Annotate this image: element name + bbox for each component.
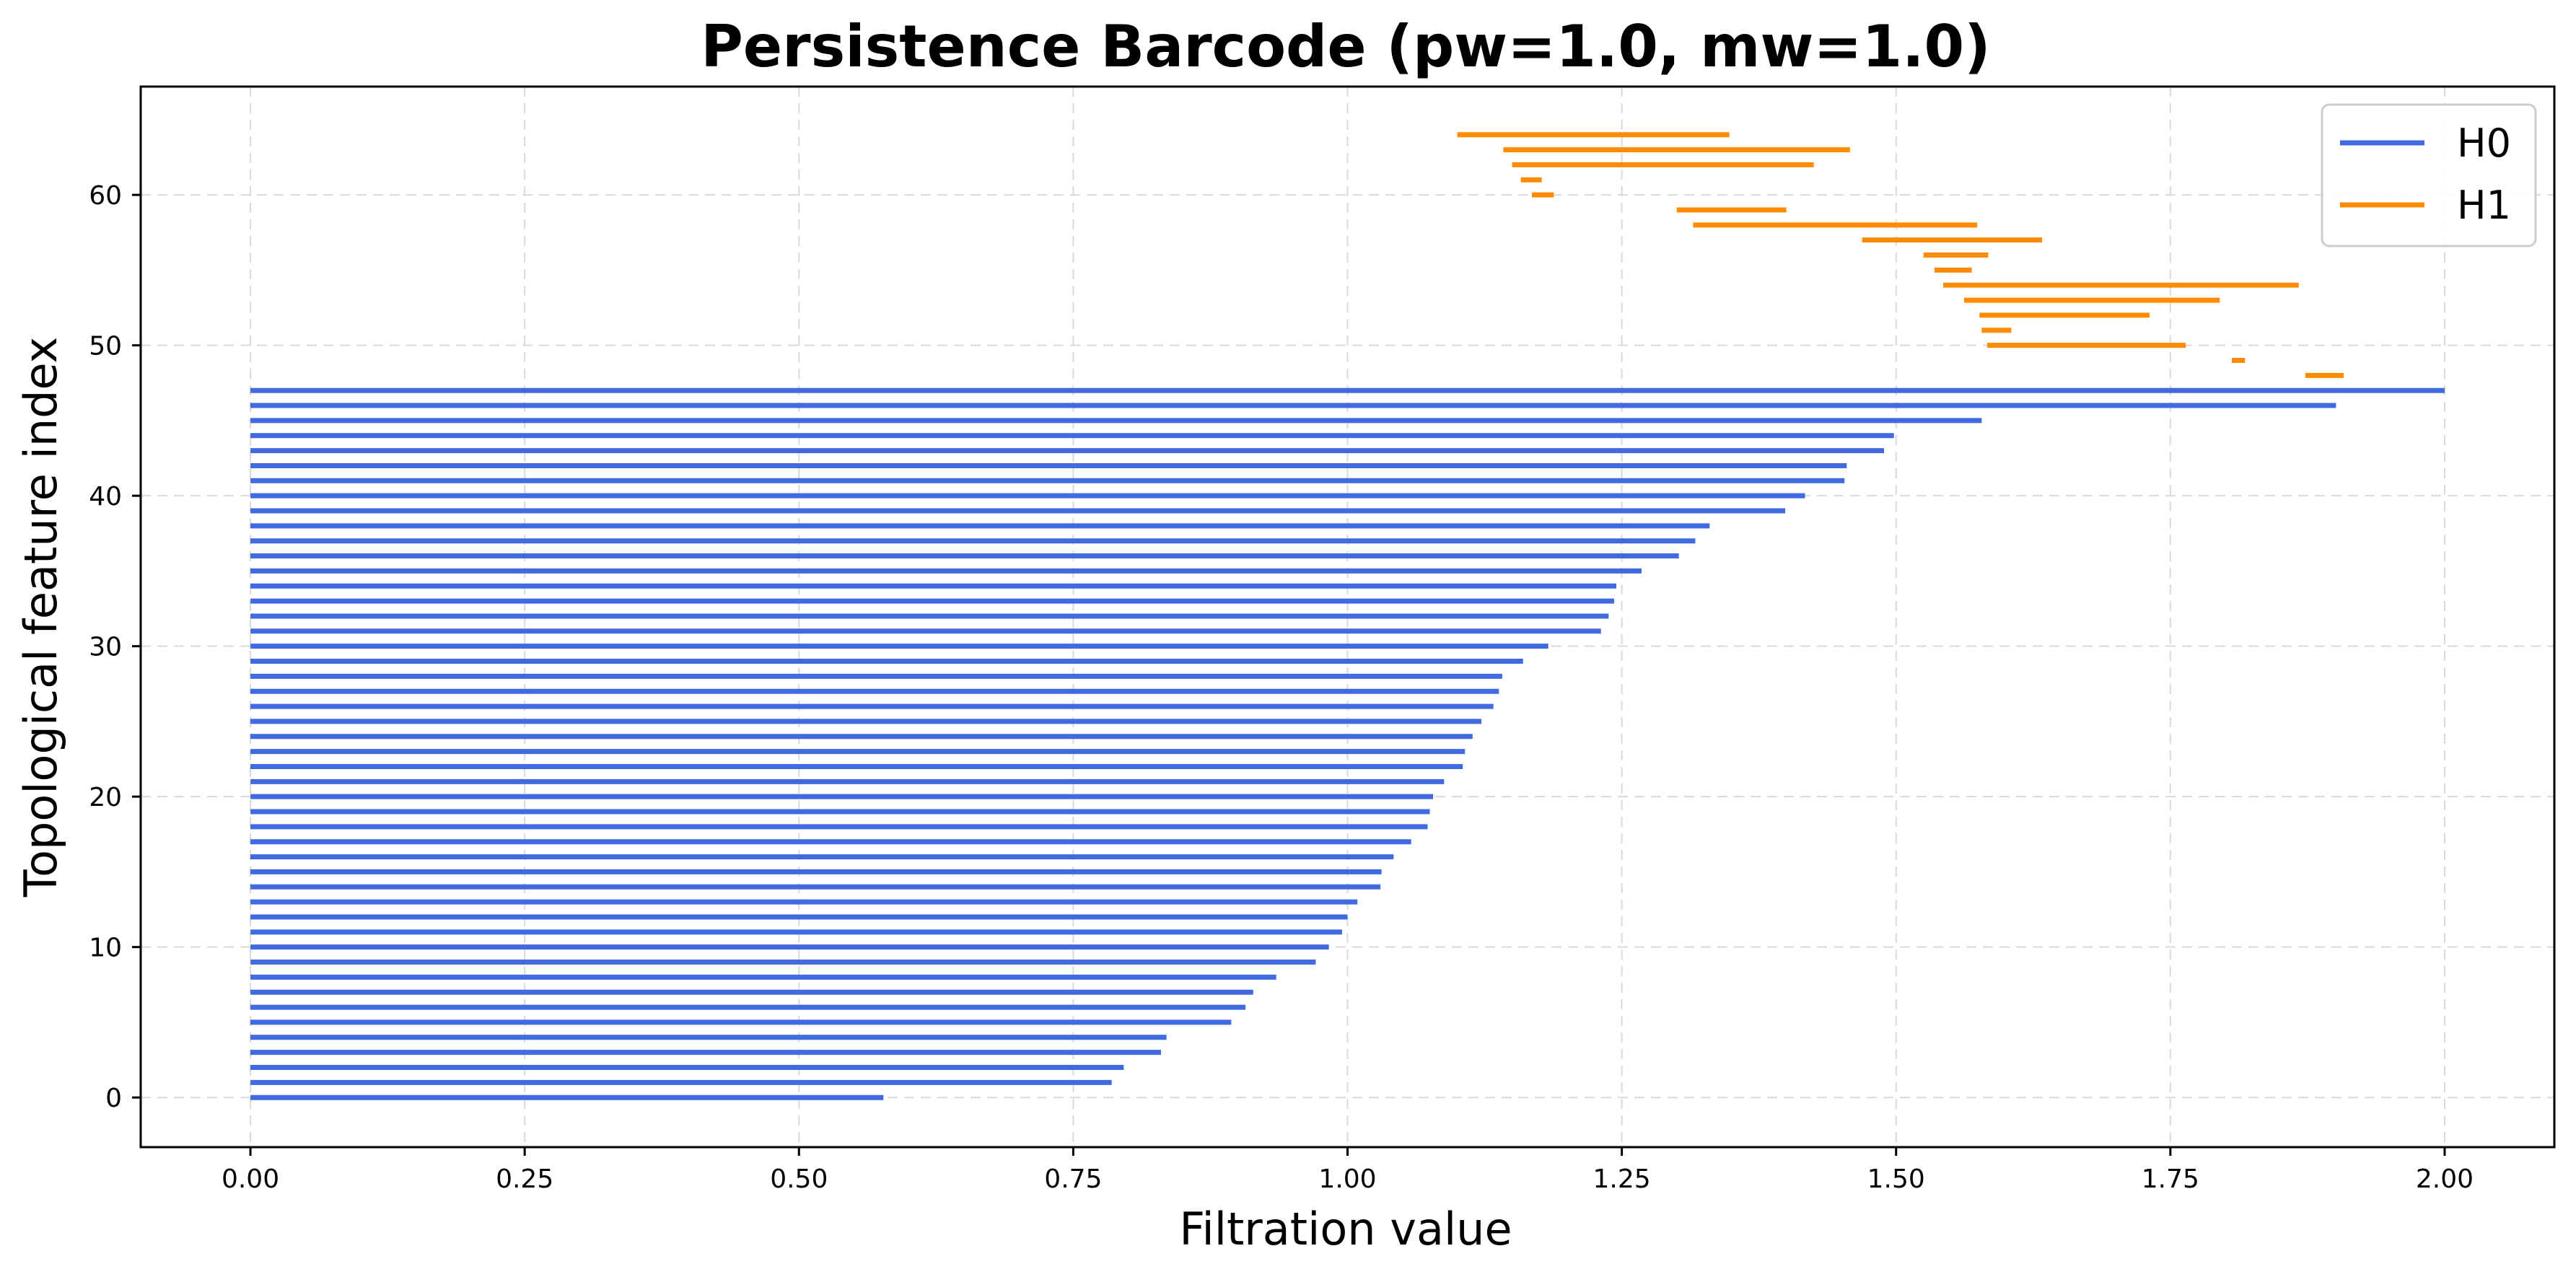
ticks-layer: 0.00 0.25 0.50 0.75 1.00 1.25 1.50 1.75 2.00 0 10 2… <box>89 181 2474 1194</box>
x-tick-label: 0.25 <box>496 1164 553 1194</box>
y-tick-label: 60 <box>89 181 122 211</box>
x-tick-label: 0.75 <box>1044 1164 1102 1194</box>
y-axis-label: Topological feature index <box>14 337 67 898</box>
bars-layer <box>250 132 2445 1100</box>
x-tick-label: 1.50 <box>1867 1164 1925 1194</box>
x-tick-label: 0.50 <box>770 1164 828 1194</box>
legend-label-h0: H0 <box>2457 120 2511 166</box>
y-tick-label: 30 <box>89 633 122 662</box>
y-tick-label: 10 <box>89 934 122 963</box>
x-tick-label: 1.00 <box>1318 1164 1376 1194</box>
y-tick-label: 40 <box>89 482 122 512</box>
x-tick-label: 2.00 <box>2416 1164 2474 1194</box>
y-tick-label: 20 <box>89 783 122 812</box>
y-tick-label: 0 <box>105 1084 122 1113</box>
x-tick-label: 0.00 <box>222 1164 279 1194</box>
legend-box <box>2321 103 2537 247</box>
y-tick-label: 50 <box>89 332 122 361</box>
x-axis-label: Filtration value <box>1179 1203 1512 1255</box>
legend-label-h1: H1 <box>2457 183 2511 228</box>
x-tick-label: 1.75 <box>2142 1164 2199 1194</box>
chart-title: Persistence Barcode (pw=1.0, mw=1.0) <box>701 13 1990 80</box>
x-tick-label: 1.25 <box>1593 1164 1651 1194</box>
